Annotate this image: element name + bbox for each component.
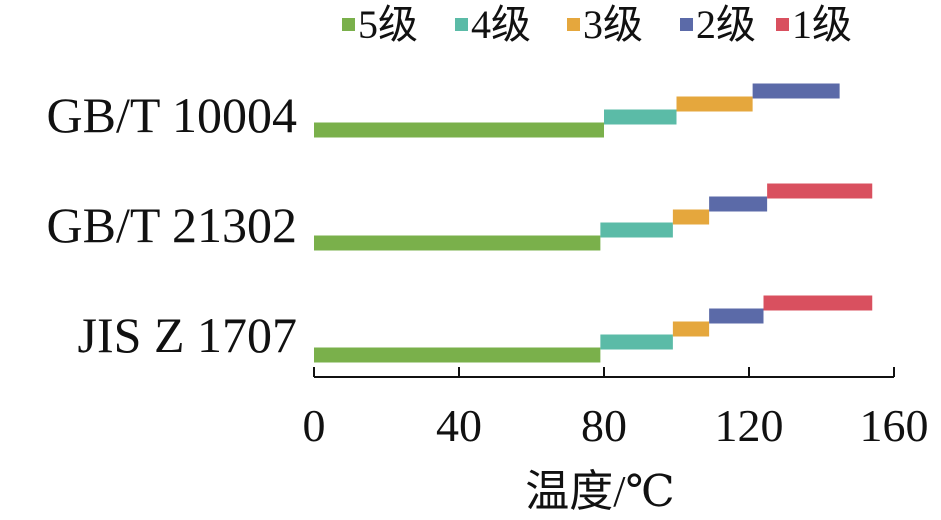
bar-segment-gb-t-21302-5 <box>767 183 873 199</box>
legend: 5级 4级 3级 2级 1级 <box>342 2 852 47</box>
legend-swatch <box>342 18 355 31</box>
category-label: GB/T 10004 <box>47 87 298 143</box>
bar-segment-jis-z-1707-1 <box>314 347 601 363</box>
category-labels: GB/T 10004 GB/T 21302 JIS Z 1707 <box>47 87 298 363</box>
bars <box>314 83 873 363</box>
x-axis-title: 温度/℃ <box>525 467 674 516</box>
bar-segment-gb-t-10004-1 <box>314 122 604 138</box>
bar-segment-jis-z-1707-4 <box>709 308 764 324</box>
x-tick-label: 40 <box>436 400 482 451</box>
legend-label: 1级 <box>792 2 852 47</box>
category-label: JIS Z 1707 <box>78 307 297 363</box>
legend-label: 4级 <box>471 2 531 47</box>
bar-segment-jis-z-1707-3 <box>672 321 710 337</box>
category-label: GB/T 21302 <box>47 197 298 253</box>
x-tick-label: 120 <box>715 400 784 451</box>
legend-swatch <box>680 18 693 31</box>
bar-segment-gb-t-10004-2 <box>604 109 677 125</box>
bar-segment-gb-t-21302-2 <box>600 222 673 238</box>
bar-segment-jis-z-1707-5 <box>763 295 873 311</box>
legend-swatch <box>776 18 789 31</box>
bar-segment-gb-t-21302-4 <box>709 196 768 212</box>
bar-segment-gb-t-21302-1 <box>314 235 601 251</box>
bar-segment-gb-t-10004-3 <box>676 96 753 112</box>
legend-swatch <box>567 18 580 31</box>
x-tick-label: 160 <box>860 400 929 451</box>
x-axis: 0 40 80 120 160 <box>303 367 929 451</box>
bar-segment-gb-t-21302-3 <box>672 209 710 225</box>
bar-segment-jis-z-1707-2 <box>600 334 673 350</box>
legend-swatch <box>455 18 468 31</box>
legend-label: 5级 <box>358 2 418 47</box>
legend-label: 3级 <box>583 2 643 47</box>
x-tick-label: 80 <box>581 400 627 451</box>
bar-segment-gb-t-10004-4 <box>752 83 840 99</box>
legend-label: 2级 <box>696 2 756 47</box>
x-tick-label: 0 <box>303 400 326 451</box>
